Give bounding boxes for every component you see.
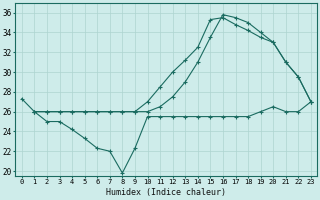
X-axis label: Humidex (Indice chaleur): Humidex (Indice chaleur): [106, 188, 226, 197]
